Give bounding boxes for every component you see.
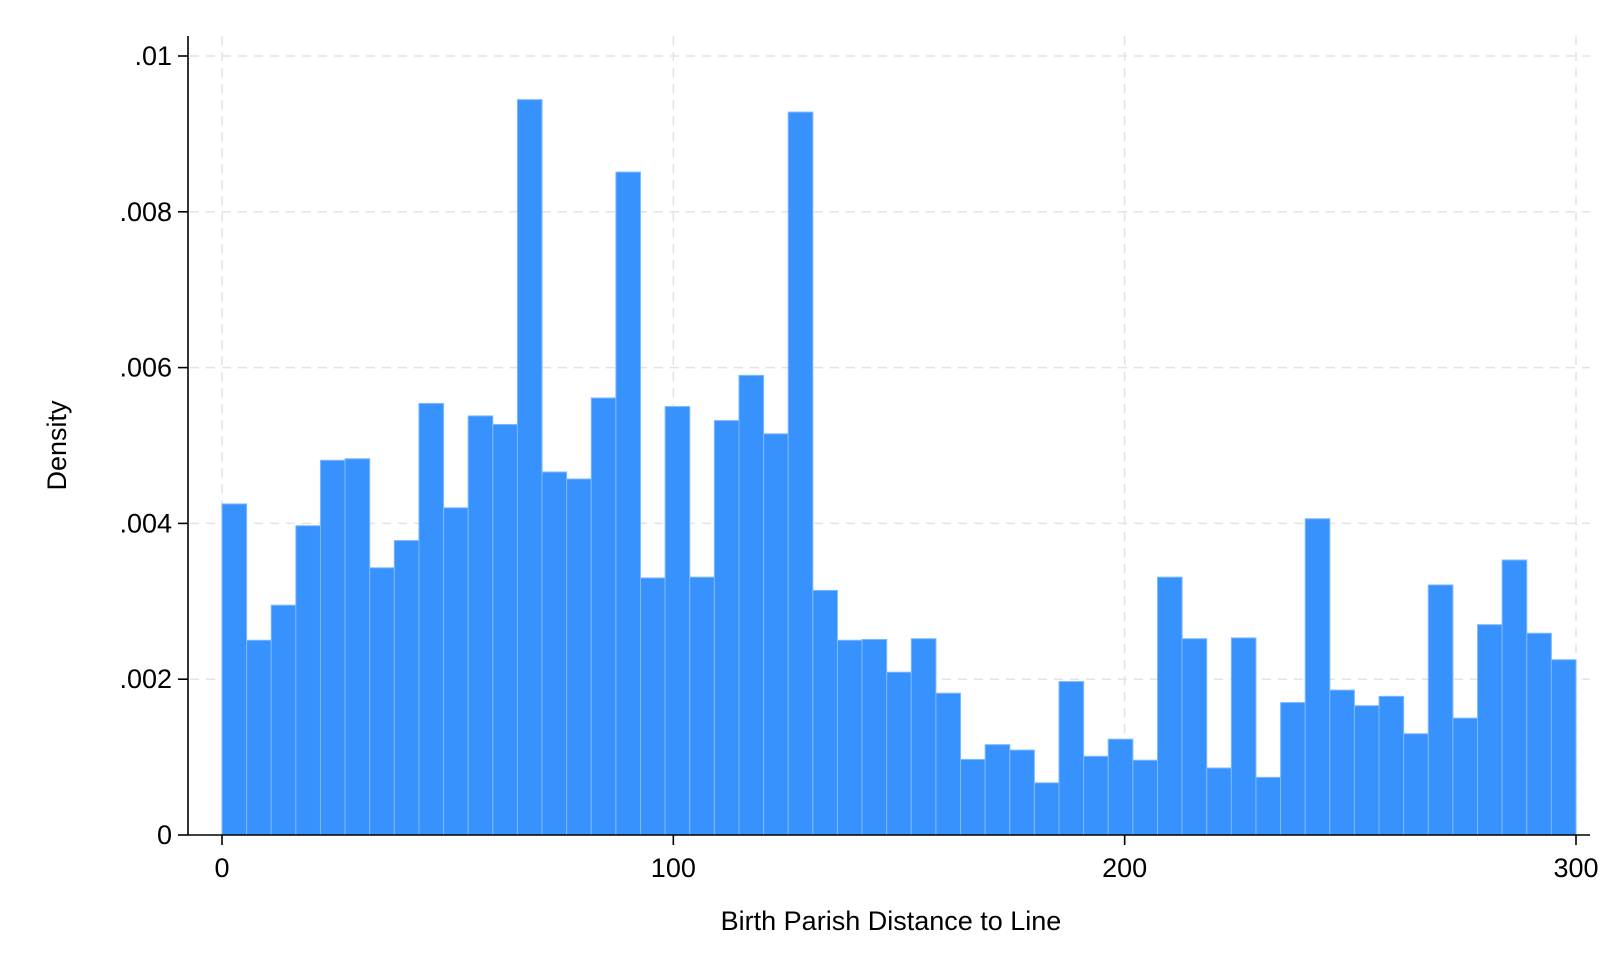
histogram-bar-54: [1550, 659, 1577, 836]
histogram-bars: [221, 99, 1577, 836]
histogram-bar-48: [1403, 733, 1429, 836]
y-tick-label-5: .01: [134, 41, 172, 71]
x-axis-title: Birth Parish Distance to Line: [721, 906, 1062, 936]
grid-lines: [190, 36, 1590, 835]
x-tick-label-1: 100: [651, 853, 696, 883]
histogram-bar-28: [910, 638, 937, 836]
histogram-bar-51: [1477, 624, 1503, 836]
histogram-bar-19: [689, 576, 715, 836]
histogram-bar-35: [1083, 755, 1109, 836]
histogram-bar-21: [738, 374, 765, 836]
histogram-bar-41: [1230, 637, 1257, 836]
histogram-bar-46: [1353, 705, 1380, 836]
histogram-bar-20: [713, 420, 740, 836]
histogram-bar-53: [1526, 632, 1552, 836]
histogram-bar-27: [886, 671, 912, 836]
histogram-bar-47: [1378, 695, 1405, 836]
histogram-bar-1: [246, 639, 272, 836]
y-axis-ticks: 0 .002 .004 .006 .008 .01: [119, 41, 188, 850]
histogram-bar-43: [1280, 702, 1306, 836]
histogram-bar-8: [418, 402, 445, 836]
histogram-bar-11: [492, 423, 518, 836]
x-tick-label-0: 0: [214, 853, 229, 883]
x-axis-ticks: 0 100 200 300: [214, 835, 1599, 883]
histogram-bar-25: [836, 639, 863, 836]
y-tick-label-0: 0: [157, 820, 172, 850]
histogram-bar-50: [1452, 717, 1479, 836]
histogram-bar-45: [1329, 689, 1355, 836]
y-tick-label-3: .006: [119, 353, 172, 383]
histogram-bar-3: [295, 525, 321, 836]
histogram-bar-29: [935, 692, 962, 836]
histogram-bar-15: [590, 397, 617, 836]
histogram-bar-16: [615, 171, 642, 836]
histogram-bar-44: [1304, 518, 1331, 836]
histogram-bar-31: [984, 744, 1011, 836]
histogram-bar-34: [1058, 681, 1085, 836]
histogram-bar-12: [516, 99, 543, 836]
histogram-bar-7: [393, 540, 420, 836]
x-tick-label-2: 200: [1102, 853, 1147, 883]
histogram-bar-18: [664, 406, 691, 836]
histogram-bar-14: [566, 478, 592, 836]
histogram-bar-33: [1033, 782, 1060, 836]
histogram-bar-32: [1009, 749, 1035, 836]
histogram-bar-26: [861, 638, 888, 836]
y-tick-label-4: .008: [119, 197, 172, 227]
histogram-bar-40: [1206, 767, 1232, 836]
histogram-bar-23: [787, 111, 814, 836]
histogram-bar-42: [1255, 776, 1282, 836]
histogram-bar-36: [1107, 738, 1134, 836]
histogram-bar-2: [270, 604, 297, 836]
x-tick-label-3: 300: [1553, 853, 1598, 883]
histogram-bar-52: [1501, 559, 1528, 836]
histogram-bar-49: [1427, 584, 1454, 836]
histogram-bar-37: [1132, 759, 1158, 836]
histogram-bar-22: [763, 433, 789, 836]
histogram-bar-5: [344, 458, 371, 836]
y-axis-title: Density: [42, 400, 72, 491]
histogram-bar-13: [541, 471, 568, 836]
histogram-bar-4: [319, 459, 346, 836]
histogram-bar-38: [1156, 576, 1183, 836]
histogram-bar-24: [812, 589, 838, 836]
histogram-bar-6: [369, 567, 395, 836]
histogram-bar-30: [960, 758, 986, 836]
histogram-bar-0: [221, 503, 248, 836]
y-tick-label-2: .004: [119, 508, 172, 538]
histogram-bar-10: [467, 415, 494, 836]
histogram-bar-9: [443, 507, 469, 836]
histogram-bar-17: [640, 577, 666, 836]
y-tick-label-1: .002: [119, 664, 172, 694]
histogram-bar-39: [1181, 638, 1208, 836]
